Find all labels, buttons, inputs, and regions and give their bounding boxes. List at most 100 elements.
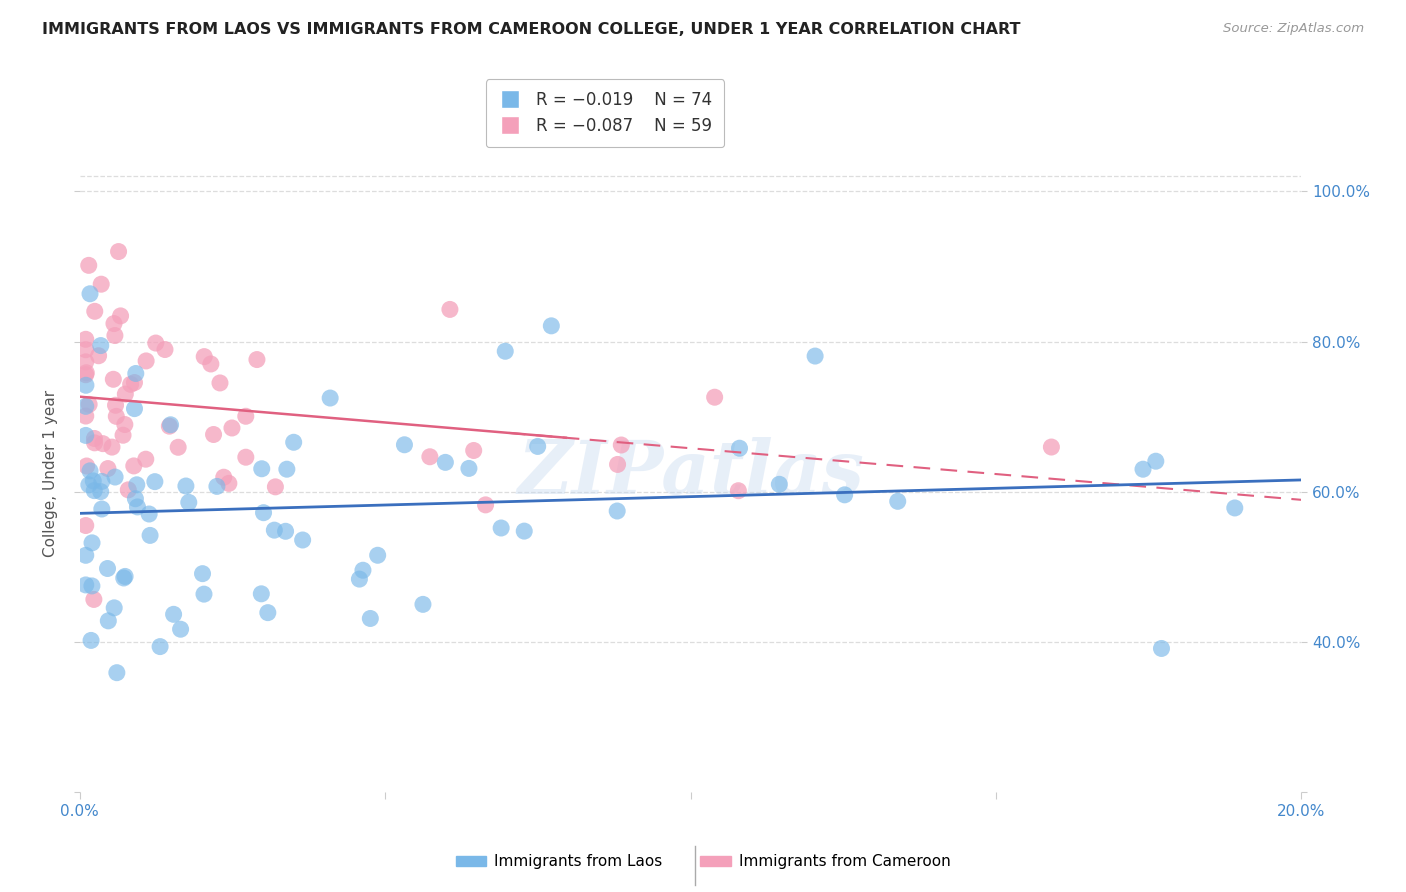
Point [235, 409, 257, 424]
Point [540, 318, 562, 333]
Point [1144, 454, 1167, 468]
Point [122, 458, 145, 473]
Point [97, 614, 120, 628]
Point [105, 665, 128, 680]
Point [112, 571, 135, 585]
Point [90, 277, 112, 292]
Point [75, 578, 97, 592]
Point [489, 521, 512, 535]
Legend: R = −0.019    N = 74, R = −0.087    N = 59: R = −0.019 N = 74, R = −0.087 N = 59 [486, 79, 724, 147]
Point [513, 524, 536, 538]
Point [135, 354, 157, 368]
Legend: Immigrants from Laos, Immigrants from Cameroon: Immigrants from Laos, Immigrants from Ca… [450, 848, 956, 875]
Point [138, 507, 160, 521]
Point [1223, 500, 1246, 515]
Point [728, 441, 751, 455]
Point [124, 376, 146, 390]
Point [367, 549, 389, 563]
Point [104, 470, 127, 484]
Point [208, 376, 231, 390]
Point [727, 483, 749, 498]
Point [103, 317, 125, 331]
Text: ZIPatlas: ZIPatlas [517, 437, 865, 509]
Point [1132, 462, 1154, 476]
Point [291, 533, 314, 547]
Point [167, 440, 190, 454]
Point [319, 391, 342, 405]
Point [250, 462, 273, 476]
Text: IMMIGRANTS FROM LAOS VS IMMIGRANTS FROM CAMEROON COLLEGE, UNDER 1 YEAR CORRELATI: IMMIGRANTS FROM LAOS VS IMMIGRANTS FROM … [42, 22, 1021, 37]
Point [768, 477, 790, 491]
Point [77, 397, 100, 411]
Point [114, 417, 136, 432]
Point [75, 549, 97, 563]
Point [246, 352, 269, 367]
Point [352, 563, 374, 577]
Text: Source: ZipAtlas.com: Source: ZipAtlas.com [1223, 22, 1364, 36]
Point [169, 622, 191, 636]
Point [256, 606, 278, 620]
Point [104, 398, 127, 412]
Point [79, 464, 101, 478]
Point [153, 343, 176, 357]
Point [75, 332, 97, 346]
Point [494, 344, 516, 359]
Point [107, 244, 129, 259]
Point [610, 438, 633, 452]
Point [221, 421, 243, 435]
Point [90, 475, 112, 489]
Point [125, 367, 148, 381]
Point [83, 435, 105, 450]
Point [139, 528, 162, 542]
Point [82, 474, 104, 488]
Point [75, 428, 97, 442]
Point [91, 436, 114, 450]
Point [193, 350, 215, 364]
Point [135, 452, 157, 467]
Point [434, 455, 457, 469]
Point [162, 607, 184, 622]
Point [205, 479, 228, 493]
Point [124, 401, 146, 416]
Point [83, 432, 105, 446]
Point [212, 470, 235, 484]
Point [75, 378, 97, 392]
Point [112, 428, 135, 442]
Point [75, 366, 97, 380]
Point [103, 372, 125, 386]
Point [83, 483, 105, 498]
Point [177, 495, 200, 509]
Point [412, 598, 434, 612]
Point [283, 435, 305, 450]
Point [120, 377, 142, 392]
Point [276, 462, 298, 476]
Point [80, 536, 103, 550]
Point [90, 338, 112, 352]
Point [159, 417, 181, 432]
Point [83, 592, 105, 607]
Point [101, 440, 124, 454]
Point [703, 390, 725, 404]
Point [75, 518, 97, 533]
Y-axis label: College, Under 1 year: College, Under 1 year [44, 390, 58, 557]
Point [80, 579, 103, 593]
Point [77, 478, 100, 492]
Point [1040, 440, 1063, 454]
Point [458, 461, 481, 475]
Point [264, 480, 287, 494]
Point [394, 438, 416, 452]
Point [274, 524, 297, 539]
Point [349, 572, 371, 586]
Point [174, 479, 197, 493]
Point [200, 357, 222, 371]
Point [97, 461, 120, 475]
Point [419, 450, 441, 464]
Point [439, 302, 461, 317]
Point [105, 409, 128, 424]
Point [463, 443, 485, 458]
Point [218, 476, 240, 491]
Point [117, 483, 139, 497]
Point [83, 304, 105, 318]
Point [75, 400, 97, 414]
Point [125, 478, 148, 492]
